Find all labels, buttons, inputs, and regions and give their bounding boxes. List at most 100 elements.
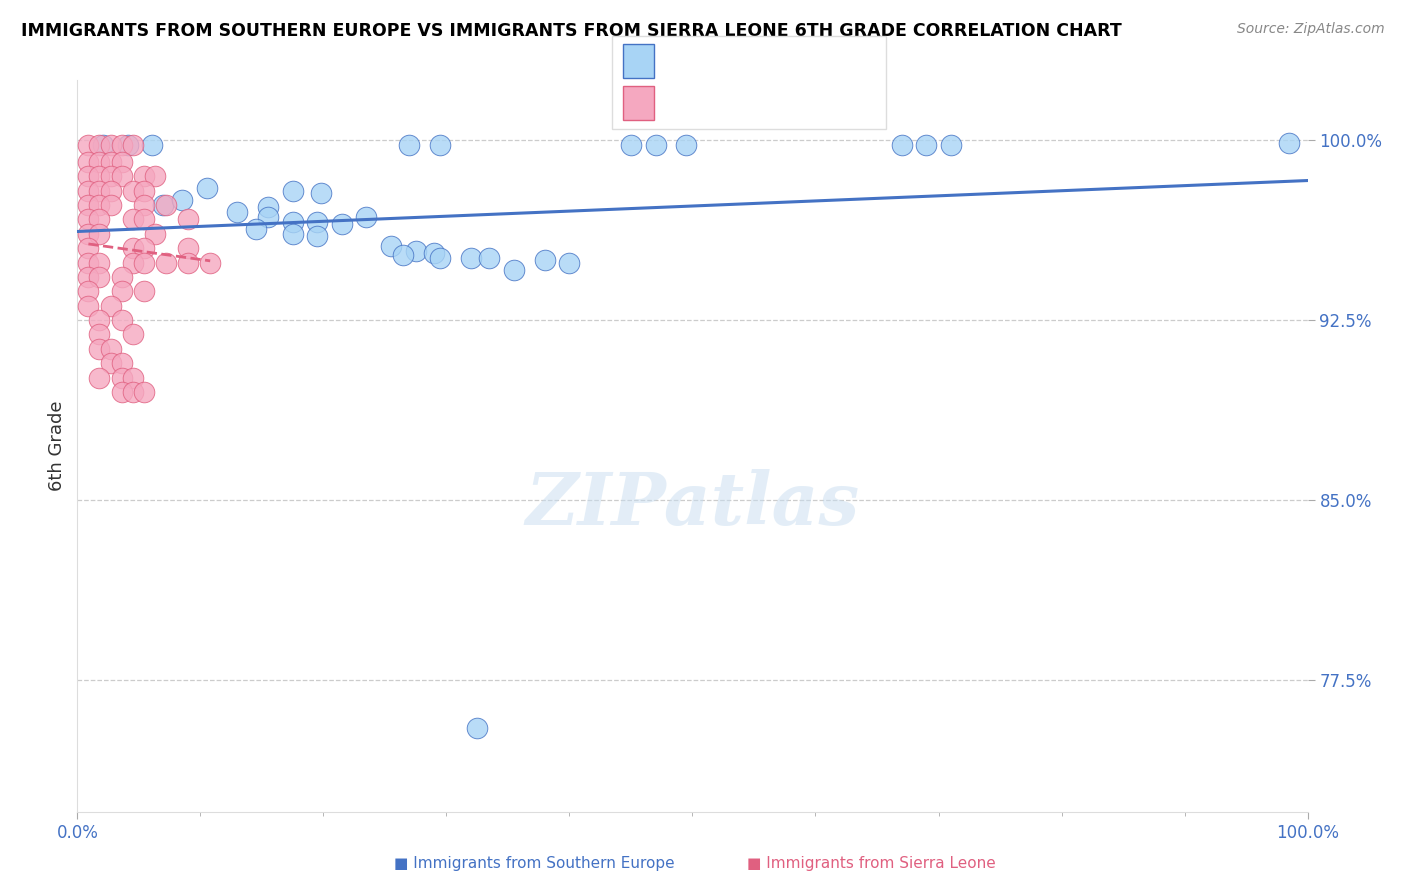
Point	[121, 370, 143, 384]
Text: ■ Immigrants from Southern Europe: ■ Immigrants from Southern Europe	[394, 856, 675, 871]
Point	[111, 269, 132, 284]
Point	[117, 138, 139, 153]
Point	[89, 212, 111, 227]
Point	[121, 241, 143, 255]
Point	[141, 138, 163, 153]
Point	[111, 356, 132, 370]
Point	[77, 184, 100, 198]
Point	[257, 210, 280, 224]
Point	[398, 138, 420, 153]
Point	[89, 255, 111, 269]
Point	[200, 255, 222, 269]
Point	[155, 198, 177, 212]
Text: ZIPatlas: ZIPatlas	[526, 469, 859, 540]
Point	[143, 227, 166, 241]
Point	[89, 154, 111, 169]
Point	[89, 327, 111, 342]
Text: Source: ZipAtlas.com: Source: ZipAtlas.com	[1237, 22, 1385, 37]
Point	[132, 198, 155, 212]
Point	[121, 138, 143, 153]
Point	[307, 215, 329, 229]
Point	[460, 251, 482, 265]
Y-axis label: 6th Grade: 6th Grade	[48, 401, 66, 491]
Point	[155, 255, 177, 269]
Point	[91, 138, 114, 153]
Point	[121, 184, 143, 198]
Point	[620, 138, 643, 153]
Point	[890, 138, 912, 153]
Point	[100, 299, 122, 313]
Point	[89, 138, 111, 153]
Point	[356, 210, 378, 224]
Point	[915, 138, 938, 153]
Point	[558, 255, 581, 269]
Point	[478, 251, 501, 265]
Point	[405, 244, 427, 258]
Point	[100, 342, 122, 356]
Point	[423, 246, 446, 260]
Point	[132, 212, 155, 227]
Point	[226, 205, 249, 219]
Point	[281, 215, 304, 229]
Point	[100, 356, 122, 370]
Point	[77, 198, 100, 212]
Point	[675, 138, 697, 153]
Point	[177, 241, 200, 255]
Point	[77, 269, 100, 284]
Point	[307, 229, 329, 244]
Point	[89, 198, 111, 212]
Point	[77, 241, 100, 255]
Point	[77, 299, 100, 313]
Point	[534, 253, 557, 268]
Point	[121, 212, 143, 227]
Point	[257, 200, 280, 214]
Point	[77, 227, 100, 241]
Point	[281, 227, 304, 241]
Point	[111, 154, 132, 169]
Point	[77, 285, 100, 299]
Point	[89, 269, 111, 284]
Point	[121, 255, 143, 269]
Point	[77, 255, 100, 269]
Text: N = 38: N = 38	[773, 44, 835, 62]
Point	[111, 313, 132, 327]
Point	[100, 184, 122, 198]
Point	[89, 342, 111, 356]
Point	[309, 186, 332, 200]
Point	[89, 370, 111, 384]
Point	[143, 169, 166, 184]
Point	[111, 138, 132, 153]
Point	[132, 385, 155, 400]
Point	[111, 385, 132, 400]
Point	[100, 138, 122, 153]
Point	[121, 385, 143, 400]
Point	[177, 212, 200, 227]
Point	[195, 181, 218, 195]
Point	[100, 198, 122, 212]
Point	[465, 721, 488, 735]
Text: R = 0.134: R = 0.134	[661, 44, 744, 62]
Point	[503, 262, 526, 277]
Point	[132, 255, 155, 269]
Point	[152, 198, 174, 212]
Point	[170, 193, 193, 207]
Point	[132, 285, 155, 299]
Point	[89, 184, 111, 198]
Point	[177, 255, 200, 269]
Point	[245, 222, 267, 236]
Point	[939, 138, 962, 153]
Point	[330, 217, 353, 231]
Text: IMMIGRANTS FROM SOUTHERN EUROPE VS IMMIGRANTS FROM SIERRA LEONE 6TH GRADE CORREL: IMMIGRANTS FROM SOUTHERN EUROPE VS IMMIG…	[21, 22, 1122, 40]
Point	[100, 169, 122, 184]
Text: N = 70: N = 70	[773, 95, 835, 112]
Point	[77, 138, 100, 153]
Point	[100, 154, 122, 169]
Point	[111, 169, 132, 184]
Point	[77, 169, 100, 184]
Point	[380, 239, 402, 253]
Text: ■ Immigrants from Sierra Leone: ■ Immigrants from Sierra Leone	[748, 856, 995, 871]
Point	[132, 184, 155, 198]
Point	[1278, 136, 1301, 150]
Text: R = 0.223: R = 0.223	[661, 95, 744, 112]
Point	[89, 227, 111, 241]
